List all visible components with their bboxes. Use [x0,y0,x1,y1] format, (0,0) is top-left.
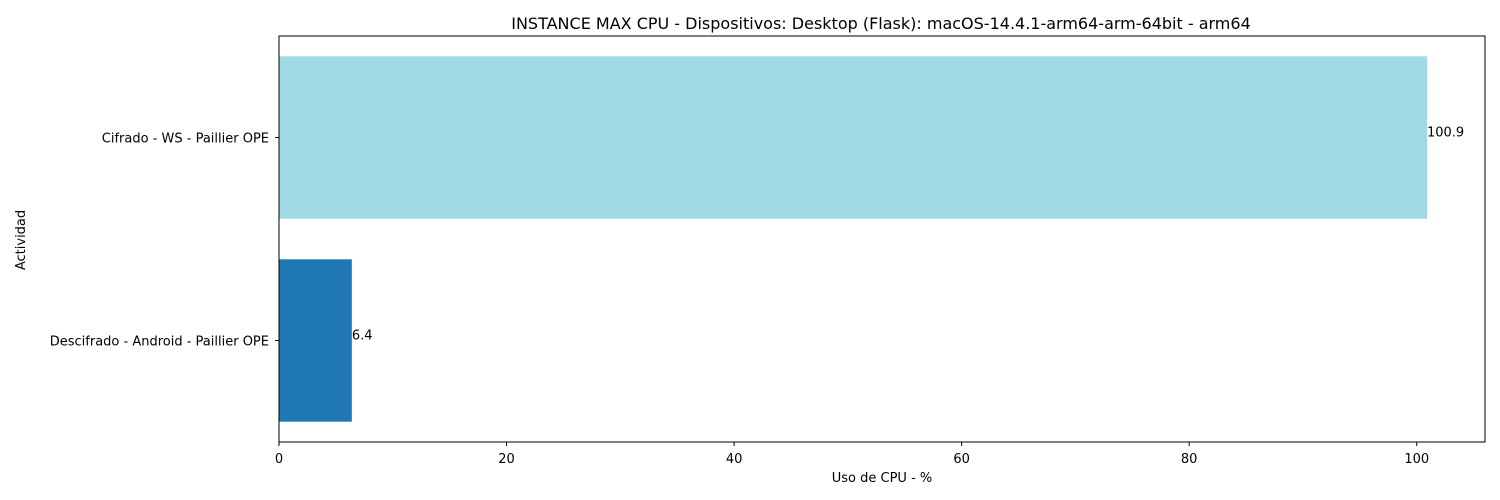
bar-value-label: 100.9 [1427,126,1464,141]
plot-frame [278,35,1486,443]
plot-area: 100.9 Cifrado - WS - Paillier OPE 6.4 Desci… [50,56,1464,467]
x-tick-label: 40 [726,452,743,467]
bar [279,259,352,422]
x-tick-label: 100 [1404,452,1429,467]
bar [279,56,1427,219]
bar-value-label: 6.4 [352,329,373,344]
y-tick-label: Descifrado - Android - Paillier OPE [50,335,269,350]
x-tick-label: 60 [953,452,970,467]
x-tick-label: 20 [498,452,515,467]
x-axis-label: Uso de CPU - % [832,471,933,486]
chart-title: INSTANCE MAX CPU - Dispositivos: Desktop… [511,14,1251,33]
y-tick-label: Cifrado - WS - Paillier OPE [102,132,269,147]
x-tick-label: 80 [1181,452,1198,467]
y-axis-label: Actividad [14,210,29,270]
x-tick-label: 0 [275,452,283,467]
